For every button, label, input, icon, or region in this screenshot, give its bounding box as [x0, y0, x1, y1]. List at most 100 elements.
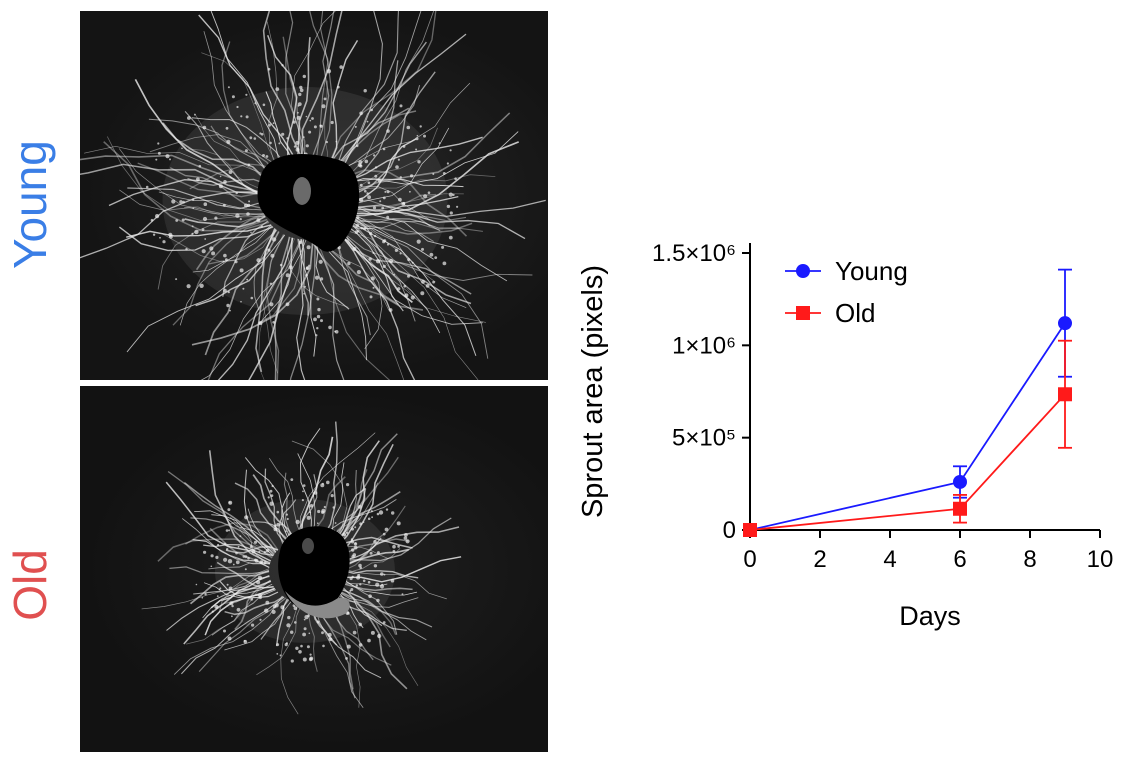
young-sprout-image	[80, 11, 546, 380]
sprout-speck	[302, 657, 307, 662]
sprout-branch	[345, 141, 520, 215]
sprout-speck	[247, 556, 250, 560]
sprout-speck	[247, 203, 251, 207]
sprout-speck	[175, 219, 179, 222]
sprout-branch	[285, 11, 304, 163]
sprout-speck	[362, 521, 365, 523]
sprout-branch	[208, 450, 271, 565]
sprout-branch	[333, 229, 405, 380]
sprout-speck	[442, 261, 447, 266]
sprout-branch	[80, 163, 264, 194]
sprout-branch	[296, 239, 306, 380]
sprout-speck	[258, 593, 262, 598]
sprout-speck	[223, 288, 227, 293]
sprout-speck	[256, 580, 261, 585]
sprout-speck	[269, 501, 274, 506]
sprout-speck	[370, 276, 375, 281]
sprout-branch	[184, 111, 263, 197]
sprout-speck	[432, 173, 435, 175]
sprout-speck	[399, 176, 402, 179]
y-tick-label: 1×10⁶	[672, 332, 736, 359]
sprout-speck	[246, 212, 250, 216]
sprout-speck	[448, 235, 453, 240]
sprout-speck	[244, 203, 248, 208]
sprout-speck	[346, 644, 351, 649]
sprout-speck	[303, 618, 306, 621]
sprout-branch	[342, 131, 519, 185]
sprout-branch	[336, 226, 483, 325]
sprout-speck	[362, 579, 366, 583]
sprout-branch	[262, 11, 305, 163]
sprout-speck	[298, 240, 303, 245]
sprout-speck	[250, 597, 254, 601]
sprout-speck	[311, 117, 314, 120]
sprout-speck	[368, 257, 372, 261]
sprout-branch	[307, 602, 318, 672]
sprout-speck	[276, 643, 280, 647]
sprout-branch	[336, 226, 479, 380]
legend-item-young: Young	[785, 256, 908, 286]
sprout-speck	[245, 93, 248, 96]
sprout-branch	[344, 195, 459, 217]
sprout-speck	[267, 248, 271, 252]
sprout-speck	[302, 136, 305, 138]
sprout-speck	[227, 636, 232, 641]
sprout-branch	[281, 492, 291, 543]
sprout-speck	[182, 200, 185, 204]
sprout-speck	[366, 120, 369, 123]
sprout-branch	[347, 193, 437, 213]
sprout-speck	[286, 137, 289, 140]
sprout-speck	[410, 295, 415, 300]
sprout-branch	[346, 174, 496, 191]
sprout-speck	[382, 532, 386, 536]
sprout-speck	[263, 561, 267, 565]
sprout-speck	[248, 200, 251, 203]
sprout-speck	[150, 218, 154, 222]
sprout-branch	[347, 138, 417, 204]
sprout-speck	[222, 203, 226, 207]
sprout-speck	[384, 190, 387, 193]
sprout-speck	[250, 231, 252, 234]
sprout-speck	[421, 247, 424, 251]
sprout-speck	[204, 238, 207, 240]
sprout-speck	[356, 270, 361, 275]
sprout-speck	[346, 483, 350, 487]
sprout-speck	[356, 216, 360, 220]
sprout-branch	[201, 52, 281, 170]
sprout-speck	[405, 539, 410, 544]
sprout-speck	[334, 522, 337, 524]
sprout-branch	[340, 548, 401, 575]
sprout-branch	[134, 79, 263, 196]
sprout-branch	[340, 526, 460, 569]
sprout-branch	[185, 521, 279, 551]
sprout-speck	[216, 595, 219, 597]
sprout-speck	[357, 230, 360, 233]
sprout-speck	[301, 499, 304, 502]
sprout-speck	[383, 573, 386, 576]
sprout-speck	[222, 260, 225, 263]
sprout-speck	[448, 192, 453, 197]
series-old	[743, 339, 1072, 537]
sprout-speck	[145, 185, 149, 189]
sprout-speck	[358, 622, 363, 627]
sprout-speck	[269, 141, 272, 145]
sprout-branch	[137, 162, 264, 198]
sprout-branch	[335, 586, 433, 628]
sprout-speck	[350, 538, 353, 541]
sprout-speck	[274, 603, 279, 608]
sprout-speck	[210, 565, 213, 568]
sprout-speck	[245, 115, 249, 119]
sprout-speck	[382, 196, 386, 200]
sprout-speck	[354, 125, 357, 128]
sprout-speck	[406, 125, 411, 130]
sprout-speck	[247, 163, 251, 167]
sprout-speck	[330, 494, 334, 498]
sprout-branch	[204, 231, 280, 356]
sprout-speck	[404, 533, 408, 537]
sprout-speck	[181, 147, 183, 150]
sprout-branch	[343, 216, 477, 356]
sprout-speck	[399, 252, 402, 255]
sprout-speck	[350, 540, 355, 544]
sprout-speck	[309, 656, 314, 661]
sprout-network	[80, 11, 546, 380]
